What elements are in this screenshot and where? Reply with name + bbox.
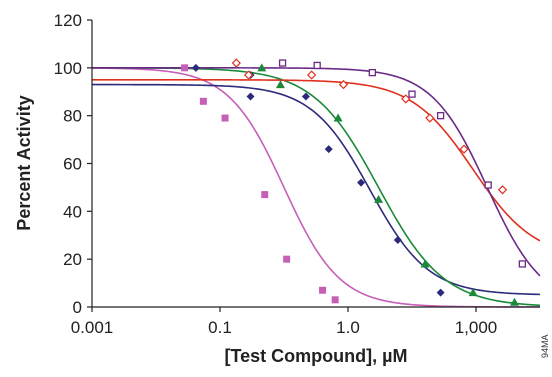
y-ticks: 0 20 40 60 80 100 120 bbox=[54, 11, 92, 317]
data-point bbox=[459, 144, 469, 154]
data-point bbox=[275, 80, 285, 89]
x-tick-label: 1.0 bbox=[336, 318, 360, 337]
fit-curves bbox=[91, 67, 541, 308]
data-point bbox=[357, 178, 366, 187]
x-tick-label: 1,000 bbox=[455, 318, 498, 337]
data-point bbox=[436, 288, 445, 297]
fit-curve bbox=[92, 83, 541, 296]
y-tick-label: 20 bbox=[63, 250, 82, 269]
data-point bbox=[306, 70, 317, 80]
x-ticks: 0.001 0.1 1.0 1,000 bbox=[71, 307, 498, 337]
data-point bbox=[221, 114, 229, 122]
data-point bbox=[333, 113, 343, 122]
data-point bbox=[257, 63, 267, 72]
data-point bbox=[261, 191, 269, 199]
y-tick-label: 40 bbox=[63, 202, 82, 221]
data-point bbox=[468, 288, 478, 297]
data-point bbox=[368, 68, 376, 77]
data-point bbox=[246, 92, 255, 101]
x-tick-label: 0.1 bbox=[208, 318, 232, 337]
data-point bbox=[484, 181, 492, 189]
data-point bbox=[401, 94, 411, 104]
data-point bbox=[408, 90, 416, 98]
data-point bbox=[393, 236, 402, 245]
data-point bbox=[243, 70, 254, 80]
data-point bbox=[420, 259, 430, 268]
data-point bbox=[497, 185, 508, 195]
data-point bbox=[319, 286, 327, 294]
y-tick-label: 100 bbox=[54, 59, 82, 78]
y-tick-label: 120 bbox=[54, 11, 82, 30]
y-tick-label: 0 bbox=[73, 298, 82, 317]
data-point bbox=[191, 63, 200, 72]
data-point bbox=[199, 97, 207, 105]
y-tick-label: 60 bbox=[63, 155, 82, 174]
data-point bbox=[331, 296, 339, 304]
data-point bbox=[324, 145, 333, 154]
corner-code: 94MA bbox=[540, 334, 550, 358]
fit-curve bbox=[92, 78, 541, 242]
x-axis-title: [Test Compound], µM bbox=[224, 346, 407, 366]
data-point bbox=[301, 92, 310, 101]
data-point bbox=[313, 61, 321, 70]
data-points bbox=[181, 58, 527, 306]
data-point bbox=[278, 59, 287, 67]
x-tick-label: 0.001 bbox=[71, 318, 114, 337]
data-point bbox=[425, 113, 435, 123]
data-point bbox=[338, 79, 349, 90]
fit-curve bbox=[92, 67, 541, 307]
data-point bbox=[518, 260, 527, 268]
data-point bbox=[374, 194, 384, 203]
data-point bbox=[436, 112, 445, 120]
fit-curve bbox=[91, 67, 541, 308]
data-point bbox=[283, 255, 291, 263]
y-tick-label: 80 bbox=[63, 107, 82, 126]
data-point bbox=[510, 297, 520, 306]
y-axis-title: Percent Activity bbox=[14, 95, 34, 230]
data-point bbox=[181, 64, 189, 72]
data-point bbox=[231, 58, 241, 68]
